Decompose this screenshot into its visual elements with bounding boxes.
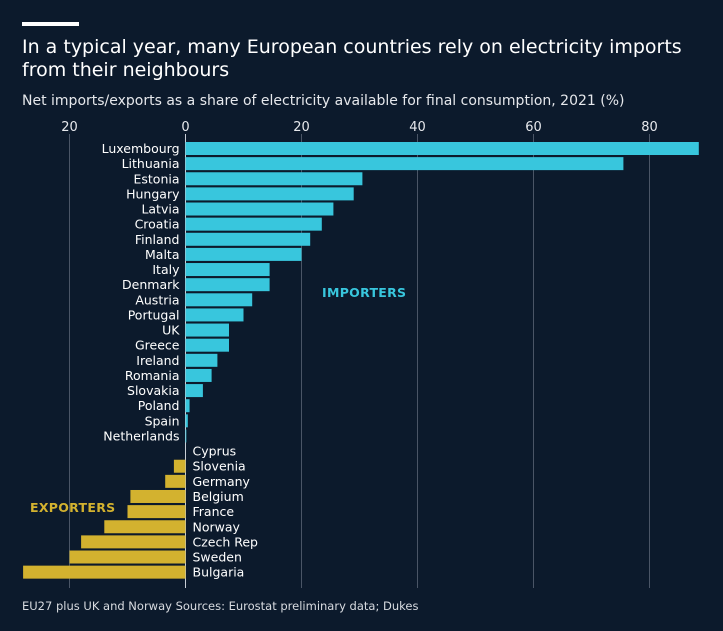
category-label: Portugal (128, 307, 180, 322)
bar (185, 399, 190, 413)
bar (127, 505, 186, 519)
bar (185, 157, 624, 171)
bar (185, 429, 187, 443)
x-tick-label: 60 (525, 120, 542, 135)
category-label: Hungary (126, 186, 180, 201)
category-label: Greece (135, 338, 180, 353)
chart-subtitle: Net imports/exports as a share of electr… (22, 93, 625, 109)
bar (185, 384, 203, 398)
bar (185, 414, 188, 428)
category-label: Denmark (122, 277, 180, 292)
category-label: Sweden (193, 550, 242, 565)
bar (185, 338, 229, 352)
bar (173, 459, 186, 473)
category-label: Czech Rep (193, 534, 259, 549)
category-label: France (193, 504, 235, 519)
category-label: Germany (193, 474, 251, 489)
bar (69, 550, 186, 564)
bar (165, 474, 186, 488)
bar (185, 247, 302, 261)
category-label: Romania (125, 368, 180, 383)
bar (185, 202, 334, 216)
importers-annotation: IMPORTERS (322, 285, 406, 300)
category-label: Austria (135, 292, 179, 307)
x-tick-label: 80 (641, 120, 658, 135)
category-label: Malta (145, 247, 179, 262)
category-label: Finland (135, 232, 180, 247)
category-label: UK (162, 323, 180, 338)
bar (185, 263, 270, 277)
exporters-annotation: EXPORTERS (30, 500, 115, 515)
category-label: Slovenia (193, 459, 246, 474)
category-label: Bulgaria (193, 565, 245, 580)
x-tick-label: 40 (409, 120, 426, 135)
category-label: Netherlands (103, 428, 179, 443)
bar (185, 232, 311, 246)
bar (185, 278, 270, 292)
category-label: Luxembourg (102, 141, 180, 156)
x-tick-label: 20 (61, 120, 78, 135)
bar (185, 293, 253, 307)
x-tick-label: 20 (293, 120, 310, 135)
bar (185, 368, 212, 382)
category-label: Ireland (136, 353, 179, 368)
bar (23, 565, 186, 579)
bar (185, 323, 229, 337)
chart-title: In a typical year, many European countri… (22, 36, 682, 81)
category-label: Croatia (135, 217, 180, 232)
bar (185, 353, 218, 367)
category-label: Belgium (193, 489, 244, 504)
top-rule (22, 22, 79, 26)
category-label: Poland (138, 398, 180, 413)
category-label: Cyprus (193, 444, 237, 459)
category-label: Norway (193, 519, 241, 534)
bar (130, 489, 186, 503)
bar (185, 142, 699, 155)
source-footnote: EU27 plus UK and Norway Sources: Eurosta… (22, 599, 419, 613)
category-label: Estonia (133, 171, 179, 186)
category-label: Italy (152, 262, 180, 277)
bar (81, 535, 186, 549)
x-tick-label: 0 (181, 120, 189, 135)
category-label: Spain (145, 413, 180, 428)
bar (185, 308, 244, 322)
bar (104, 520, 186, 534)
category-label: Latvia (141, 202, 179, 217)
bar (185, 187, 354, 201)
category-label: Slovakia (127, 383, 179, 398)
bar (185, 217, 322, 231)
bar (185, 172, 363, 186)
category-label: Lithuania (122, 156, 180, 171)
